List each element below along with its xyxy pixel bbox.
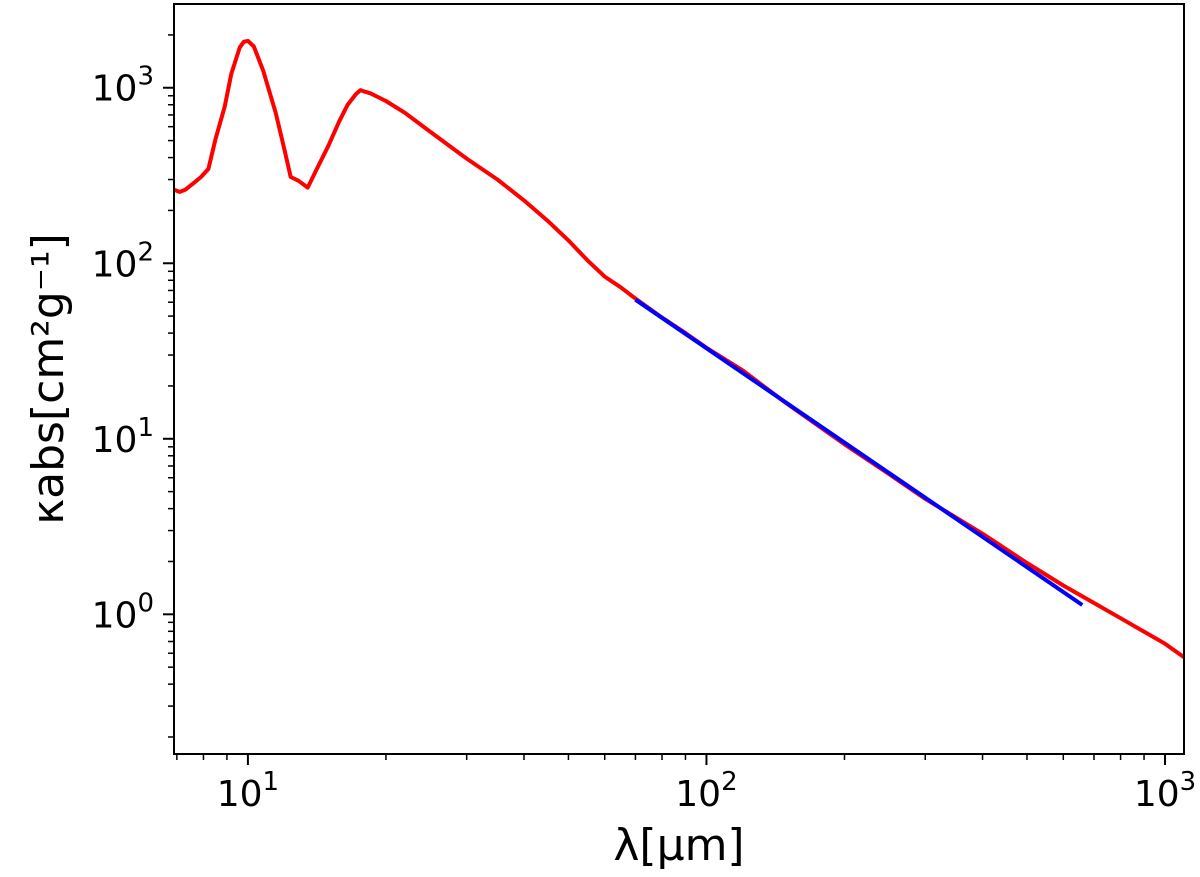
series-line-1 — [634, 298, 1084, 607]
series-line-0 — [174, 38, 1184, 659]
y-tick-label: 102 — [92, 237, 154, 285]
y-tick-label: 101 — [92, 413, 154, 461]
tick-layer: 101 102 103 100 101 102 103 — [92, 34, 1196, 815]
x-tick-label: 101 — [217, 767, 279, 815]
series-layer — [174, 38, 1184, 659]
x-tick-label: 102 — [675, 767, 737, 815]
plot-area-frame — [173, 3, 1185, 755]
y-tick-label: 103 — [92, 62, 154, 110]
y-axis-label: κabs[cm²g⁻¹] — [23, 233, 74, 525]
y-tick-label: 100 — [92, 588, 154, 636]
x-tick-label: 103 — [1134, 767, 1196, 815]
x-axis-label: λ[μm] — [613, 820, 744, 871]
